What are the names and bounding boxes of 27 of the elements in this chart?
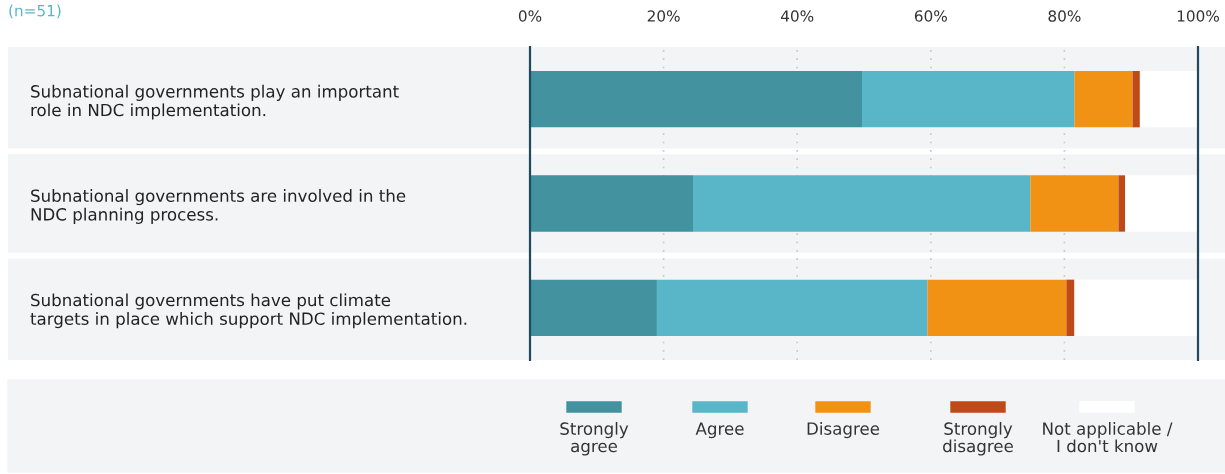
x-tick-label: 20% [647, 10, 680, 22]
bar [927, 279, 1067, 336]
y-tick-label: Subnational governments play an important role in NDC implementation. [31, 84, 399, 120]
bar [530, 279, 657, 336]
x-tick-label: 40% [780, 10, 814, 22]
legend-label: Disagree [807, 422, 880, 439]
legend-label: Strongly agree [560, 422, 629, 456]
text: (n=51) [9, 4, 61, 19]
bar [1074, 71, 1133, 128]
bar [1118, 175, 1126, 232]
bar [862, 71, 1075, 128]
legend-label: Agree [695, 422, 744, 439]
x-tick-label: 80% [1048, 10, 1081, 22]
legend-label: Strongly disagree [943, 422, 1013, 456]
bar [530, 71, 862, 128]
legend-label: Not applicable / I don't know [1043, 422, 1173, 453]
bar [1030, 175, 1119, 232]
x-tick-label: 0% [518, 10, 542, 22]
y-tick-label: Subnational governments are involved in the NDC planning process. [31, 189, 406, 224]
bar [692, 175, 1031, 232]
x-tick-label: 60% [914, 10, 947, 22]
bar [1132, 71, 1140, 128]
bar [1066, 279, 1075, 336]
bar [530, 175, 693, 232]
x-tick-label: 100% [1177, 10, 1219, 22]
y-tick-label: Subnational governments have put climate targets in place which support NDC implementation. [30, 293, 467, 329]
bar [656, 279, 928, 336]
